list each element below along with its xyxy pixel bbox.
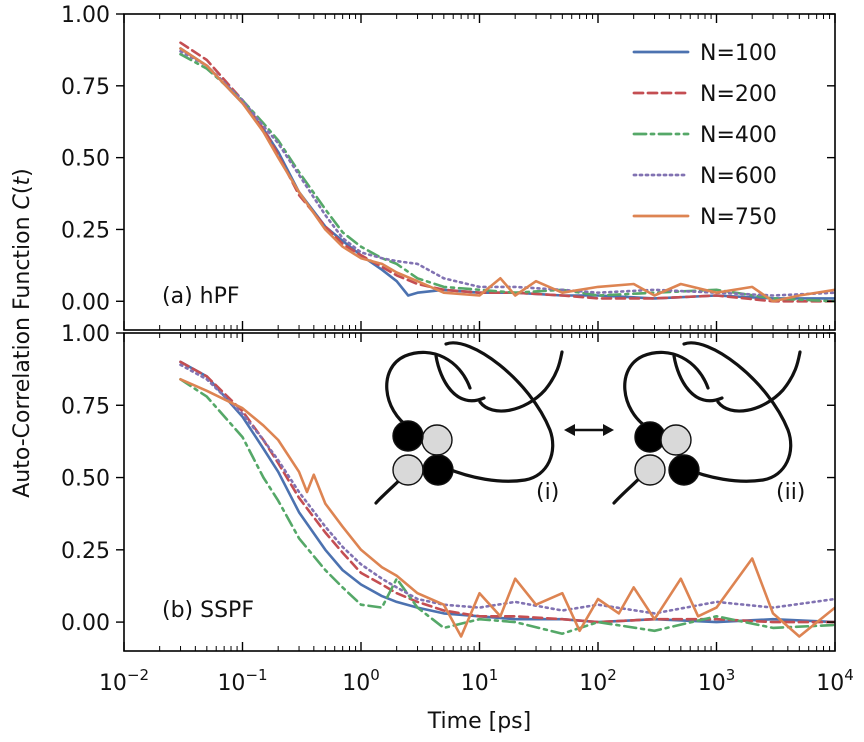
legend-label-n-600: N=600 (700, 164, 777, 189)
panel-a-y-tick-label: 0.75 (61, 75, 110, 100)
knot-ii-bead-dark-top (634, 421, 666, 453)
x-tick-exponent: 4 (844, 666, 854, 684)
panel-a-series-n-600 (179, 49, 835, 297)
legend-label-n-750: N=750 (700, 205, 777, 230)
panel-a-y-tick-label: 1.00 (61, 3, 110, 28)
panel-a-series (179, 41, 835, 303)
x-tick-exponent: 0 (370, 666, 380, 684)
y-axis-label-symbol: C (10, 193, 35, 209)
panel-a-x-ticks (123, 14, 836, 330)
panel-b-label: (b) SSPF (162, 598, 254, 623)
panel-a-series-n-400 (179, 52, 835, 303)
x-tick-exponent: 2 (607, 666, 617, 684)
x-tick-exponent: −2 (127, 666, 149, 684)
x-tick-base: 10 (342, 671, 370, 696)
legend: N=100 N=200 N=400 N=600 N=750 (632, 41, 777, 230)
knot-i-bead-light-bottom (392, 454, 424, 486)
x-tick-label: 103 (698, 666, 736, 696)
x-tick-base: 10 (579, 671, 607, 696)
x-tick-label: 101 (461, 666, 499, 696)
knot-inset-illustration: (i) (ii) (374, 341, 805, 505)
knot-ii-label: (ii) (776, 480, 805, 505)
panel-b-x-ticks: 10−2 10−1 100 101 102 103 104 (99, 333, 854, 696)
double-arrow (564, 424, 614, 436)
x-tick-base: 10 (698, 671, 726, 696)
knot-ii-bead-light-bottom (634, 454, 666, 486)
panel-a-series-n-200 (179, 41, 835, 303)
knot-i-strand-3 (444, 341, 555, 483)
arrow-head-right (603, 424, 614, 436)
x-tick-exponent: 1 (489, 666, 499, 684)
knot-ii-bead-dark-bottom (668, 454, 700, 486)
panel-b-y-tick-label: 0.75 (61, 394, 110, 419)
legend-label-n-400: N=400 (700, 123, 777, 148)
x-tick-exponent: 3 (726, 666, 736, 684)
legend-label-n-200: N=200 (700, 82, 777, 107)
knot-i-strand-1 (385, 350, 472, 430)
x-tick-base: 10 (99, 671, 127, 696)
panel-a-y-ticks: 1.00 0.75 0.50 0.25 0.00 (61, 3, 835, 315)
panel-b-y-tick-label: 0.00 (61, 611, 110, 636)
knot-ii (612, 341, 802, 505)
x-tick-label: 100 (342, 666, 380, 696)
knot-i-bead-dark-top (392, 420, 424, 452)
x-tick-label: 10−2 (99, 666, 149, 696)
panel-b-series-n-400 (179, 377, 835, 636)
knot-i-strand-2 (478, 350, 564, 413)
x-tick-base: 10 (461, 671, 489, 696)
x-tick-label: 102 (579, 666, 617, 696)
panel-b-series-n-600 (179, 363, 835, 615)
panel-b-y-tick-label: 1.00 (61, 322, 110, 347)
y-axis-label-variable: t (10, 175, 35, 185)
knot-ii-strand-1 (623, 350, 710, 430)
y-axis-label-open-paren: ( (10, 185, 35, 194)
panel-a-hpf: 1.000.750.500.250.00 (a) hPF N=100N=200N… (61, 3, 836, 331)
x-tick-label: 10−1 (217, 666, 267, 696)
knot-ii-bead-light-top (660, 424, 692, 456)
arrow-head-left (564, 424, 575, 436)
panel-b-y-ticks: 1.00 0.75 0.50 0.25 0.00 (61, 322, 835, 636)
knot-i-bead-light-top (421, 424, 453, 456)
y-axis-label-main: Auto-Correlation Function (10, 209, 35, 497)
panel-b-series-n-200 (179, 360, 835, 624)
panel-a-y-tick-label: 0.00 (61, 290, 110, 315)
panel-b-series (179, 360, 835, 638)
panel-b-series-n-750 (179, 377, 835, 638)
panel-a-label: (a) hPF (162, 284, 240, 309)
knot-i (374, 341, 564, 505)
knot-ii-strand-4 (672, 354, 724, 403)
panel-b-y-tick-label: 0.25 (61, 539, 110, 564)
panel-a-y-tick-label: 0.50 (61, 147, 110, 172)
x-tick-label: 104 (816, 666, 854, 696)
x-tick-exponent: −1 (245, 666, 267, 684)
y-axis-label: Auto-Correlation Function C(t) (10, 168, 35, 498)
y-axis-label-close-paren: ) (10, 168, 35, 177)
knot-ii-strand-2 (716, 350, 802, 413)
knot-i-label: (i) (536, 480, 559, 505)
panel-b-y-tick-label: 0.50 (61, 467, 110, 492)
knot-i-bead-dark-bottom (422, 454, 454, 486)
x-tick-base: 10 (217, 671, 245, 696)
knot-ii-strand-3 (682, 341, 793, 483)
x-axis-label: Time [ps] (427, 709, 531, 734)
knot-i-strand-4 (434, 354, 486, 403)
panel-b-sspf: 1.000.750.500.250.00 10−2 10−1 100 101 102 10… (61, 322, 854, 696)
x-tick-base: 10 (816, 671, 844, 696)
panel-a-series-n-750 (179, 47, 835, 303)
panel-a-y-tick-label: 0.25 (61, 218, 110, 243)
legend-label-n-100: N=100 (700, 41, 777, 66)
